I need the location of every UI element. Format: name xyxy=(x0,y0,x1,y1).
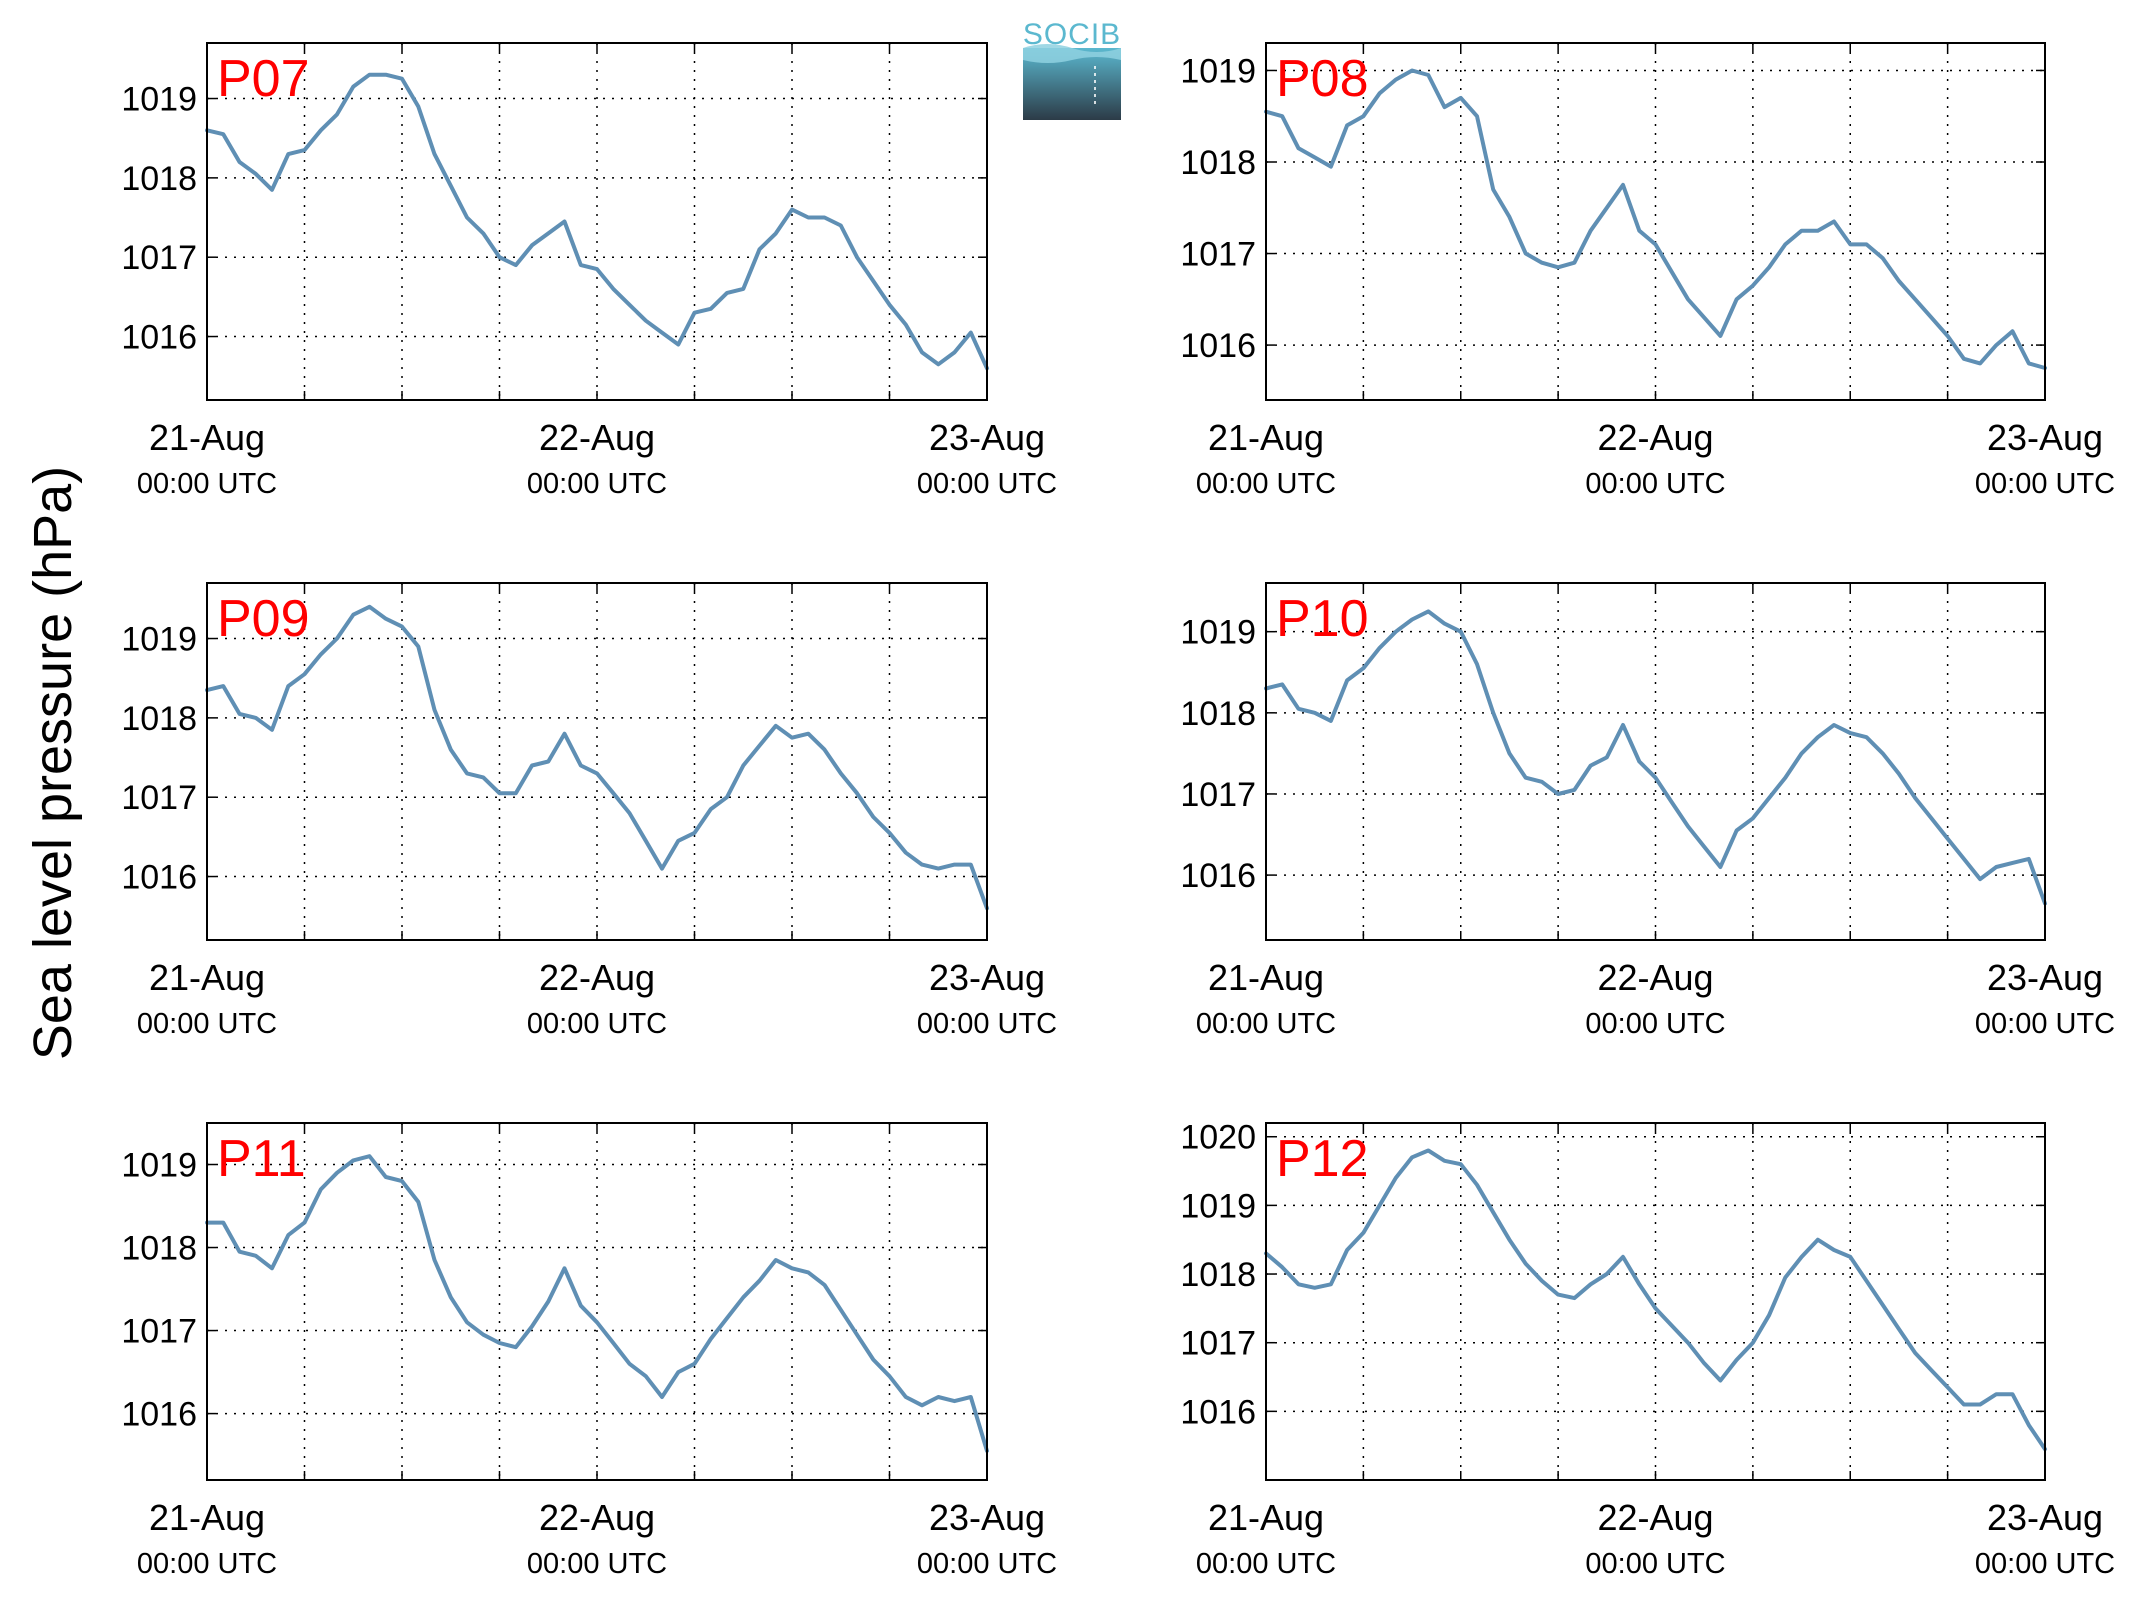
panel-label: P07 xyxy=(217,50,310,108)
y-tick-label: 1019 xyxy=(1180,1187,1256,1225)
y-tick-label: 1017 xyxy=(1180,776,1256,814)
x-tick-label-date: 21-Aug xyxy=(149,1497,265,1538)
x-tick-label-time: 00:00 UTC xyxy=(1585,468,1725,500)
y-tick-label: 1018 xyxy=(121,700,197,738)
y-tick-label: 1016 xyxy=(1180,857,1256,895)
x-tick-label-date: 22-Aug xyxy=(1597,1497,1713,1538)
x-tick-label-time: 00:00 UTC xyxy=(1196,1548,1336,1580)
x-tick-label-time: 00:00 UTC xyxy=(1975,1548,2115,1580)
x-tick-label-time: 00:00 UTC xyxy=(1975,468,2115,500)
panel-label: P08 xyxy=(1276,50,1369,108)
x-tick-label-date: 21-Aug xyxy=(1208,1497,1324,1538)
axes-frame xyxy=(1265,42,2046,401)
x-tick-label-time: 00:00 UTC xyxy=(1196,1008,1336,1040)
x-tick-label-date: 22-Aug xyxy=(539,1497,655,1538)
panel-p10: 1016 1017 1018 1019 P10 21-Aug 00:00 UTC 22-Aug… xyxy=(1180,582,2115,1040)
y-tick-label: 1017 xyxy=(121,239,197,277)
x-tick-label-time: 00:00 UTC xyxy=(917,468,1057,500)
panel-p11: 1016 1017 1018 1019 P11 21-Aug 00:00 UTC 22-Aug… xyxy=(121,1122,1057,1580)
y-tick-label: 1018 xyxy=(121,160,197,198)
y-tick-label: 1019 xyxy=(121,621,197,659)
x-tick-label-date: 23-Aug xyxy=(929,1497,1045,1538)
x-tick-label-date: 21-Aug xyxy=(149,417,265,458)
x-tick-label-date: 22-Aug xyxy=(539,957,655,998)
panel-p07: 1016 1017 1018 1019 P07 21-Aug 00:00 UTC 22-Aug… xyxy=(121,42,1057,500)
series-line-p07 xyxy=(205,72,989,371)
series-line-p09 xyxy=(205,604,989,911)
axes-frame xyxy=(1265,582,2046,941)
panels: 1016 1017 1018 1019 P07 21-Aug 00:00 UTC 22-Aug… xyxy=(121,42,2115,1580)
x-tick-label-time: 00:00 UTC xyxy=(137,1008,277,1040)
x-tick-label-time: 00:00 UTC xyxy=(1585,1548,1725,1580)
socib-logo-wave xyxy=(1023,44,1121,63)
panel-p08: 1016 1017 1018 1019 P08 21-Aug 00:00 UTC 22-Aug… xyxy=(1180,42,2115,500)
y-tick-label: 1018 xyxy=(1180,1256,1256,1294)
y-tick-label: 1018 xyxy=(1180,695,1256,733)
panel-p12: 1016 1017 1018 1019 1020 P12 21-Aug 00:00 UTC 22… xyxy=(1180,1119,2115,1580)
y-tick-label: 1016 xyxy=(1180,1393,1256,1431)
y-tick-label: 1016 xyxy=(121,319,197,357)
x-tick-label-date: 21-Aug xyxy=(1208,417,1324,458)
y-tick-label: 1017 xyxy=(1180,1325,1256,1363)
y-tick-label: 1017 xyxy=(121,779,197,817)
x-tick-label-date: 21-Aug xyxy=(1208,957,1324,998)
x-tick-label-date: 23-Aug xyxy=(929,957,1045,998)
socib-logo: SOCIB xyxy=(1023,18,1121,120)
y-tick-label: 1018 xyxy=(121,1230,197,1268)
panel-label: P10 xyxy=(1276,590,1369,648)
x-tick-label-time: 00:00 UTC xyxy=(527,1548,667,1580)
axes-frame xyxy=(206,42,988,401)
panel-label: P09 xyxy=(217,590,310,648)
x-tick-label-date: 23-Aug xyxy=(929,417,1045,458)
panel-label: P12 xyxy=(1276,1130,1369,1188)
y-tick-label: 1019 xyxy=(1180,52,1256,90)
y-tick-label: 1017 xyxy=(1180,236,1256,274)
socib-logo-text: SOCIB xyxy=(1023,18,1121,51)
x-tick-label-date: 22-Aug xyxy=(1597,417,1713,458)
y-tick-label: 1016 xyxy=(1180,327,1256,365)
x-tick-label-time: 00:00 UTC xyxy=(917,1548,1057,1580)
series-line-p11 xyxy=(205,1154,989,1453)
x-tick-label-time: 00:00 UTC xyxy=(527,468,667,500)
y-tick-label: 1019 xyxy=(1180,614,1256,652)
axes-frame xyxy=(206,1122,988,1481)
x-tick-label-date: 22-Aug xyxy=(539,417,655,458)
x-tick-label-time: 00:00 UTC xyxy=(1585,1008,1725,1040)
y-tick-label: 1020 xyxy=(1180,1119,1256,1157)
axes-frame xyxy=(206,582,988,941)
x-tick-label-date: 23-Aug xyxy=(1987,1497,2103,1538)
x-tick-label-time: 00:00 UTC xyxy=(137,1548,277,1580)
x-tick-label-time: 00:00 UTC xyxy=(137,468,277,500)
series-line-p08 xyxy=(1264,68,2047,370)
y-tick-label: 1016 xyxy=(121,859,197,897)
x-tick-label-date: 23-Aug xyxy=(1987,957,2103,998)
x-tick-label-time: 00:00 UTC xyxy=(527,1008,667,1040)
x-tick-label-date: 21-Aug xyxy=(149,957,265,998)
x-tick-label-date: 23-Aug xyxy=(1987,417,2103,458)
x-tick-label-time: 00:00 UTC xyxy=(1196,468,1336,500)
panel-p09: 1016 1017 1018 1019 P09 21-Aug 00:00 UTC 22-Aug… xyxy=(121,582,1057,1040)
x-tick-label-time: 00:00 UTC xyxy=(917,1008,1057,1040)
y-tick-label: 1019 xyxy=(121,81,197,119)
x-tick-label-date: 22-Aug xyxy=(1597,957,1713,998)
axes-frame xyxy=(1265,1122,2046,1481)
y-tick-label: 1016 xyxy=(121,1396,197,1434)
series-line-p12 xyxy=(1264,1148,2047,1452)
x-tick-label-time: 00:00 UTC xyxy=(1975,1008,2115,1040)
y-tick-label: 1017 xyxy=(121,1313,197,1351)
panel-label: P11 xyxy=(217,1130,306,1188)
series-line-p10 xyxy=(1264,609,2047,906)
y-tick-label: 1019 xyxy=(121,1147,197,1185)
y-tick-label: 1018 xyxy=(1180,144,1256,182)
figure-ylabel: Sea level pressure (hPa) xyxy=(23,466,83,1060)
